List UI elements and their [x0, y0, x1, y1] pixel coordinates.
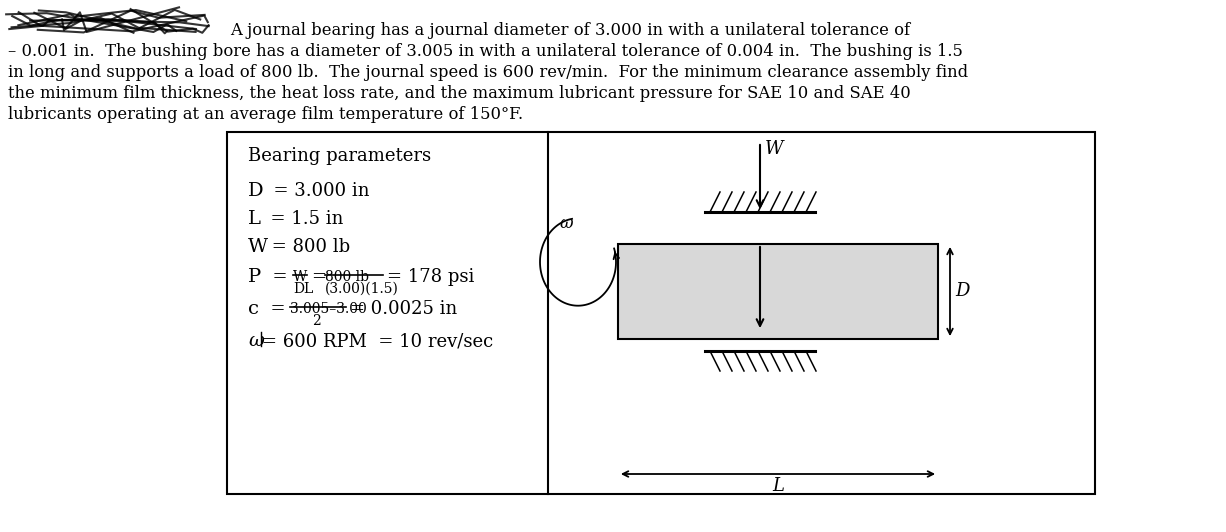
Text: = 178 psi: = 178 psi: [387, 268, 474, 286]
Text: 2: 2: [311, 314, 321, 328]
Text: L: L: [248, 210, 261, 228]
Text: 800 lb: 800 lb: [325, 270, 369, 284]
Text: = 3.000 in: = 3.000 in: [262, 182, 369, 200]
Text: – 0.001 in.  The bushing bore has a diameter of 3.005 in with a unilateral toler: – 0.001 in. The bushing bore has a diame…: [9, 43, 962, 60]
Text: 3.005–3.00: 3.005–3.00: [291, 302, 367, 316]
Text: W: W: [248, 238, 268, 256]
Text: = 1.5 in: = 1.5 in: [259, 210, 343, 228]
Text: P: P: [248, 268, 261, 286]
Text: lubricants operating at an average film temperature of 150°F.: lubricants operating at an average film …: [9, 106, 524, 123]
Text: D: D: [248, 182, 264, 200]
Text: W: W: [293, 270, 308, 284]
Text: c: c: [248, 300, 259, 318]
Text: =: =: [259, 300, 286, 318]
Text: ω: ω: [560, 215, 574, 232]
Bar: [618, 244, 938, 339]
Text: D: D: [955, 282, 970, 301]
Text: = 0.0025 in: = 0.0025 in: [349, 300, 457, 318]
Bar: [227, 132, 1095, 494]
Text: L: L: [772, 477, 783, 495]
Text: Bearing parameters: Bearing parameters: [248, 147, 432, 165]
Text: the minimum film thickness, the heat loss rate, and the maximum lubricant pressu: the minimum film thickness, the heat los…: [9, 85, 911, 102]
Text: A journal bearing has a journal diameter of 3.000 in with a unilateral tolerance: A journal bearing has a journal diameter…: [230, 22, 910, 39]
Text: W: W: [765, 140, 783, 158]
Text: DL: DL: [293, 282, 314, 296]
Text: ω: ω: [248, 332, 264, 350]
Text: =: =: [261, 268, 288, 286]
Text: in long and supports a load of 800 lb.  The journal speed is 600 rev/min.  For t: in long and supports a load of 800 lb. T…: [9, 64, 969, 81]
Text: = 600 RPM  = 10 rev/sec: = 600 RPM = 10 rev/sec: [262, 332, 493, 350]
Text: = 800 lb: = 800 lb: [266, 238, 351, 256]
Text: (3.00)(1.5): (3.00)(1.5): [325, 282, 398, 296]
Text: =: =: [311, 268, 326, 286]
